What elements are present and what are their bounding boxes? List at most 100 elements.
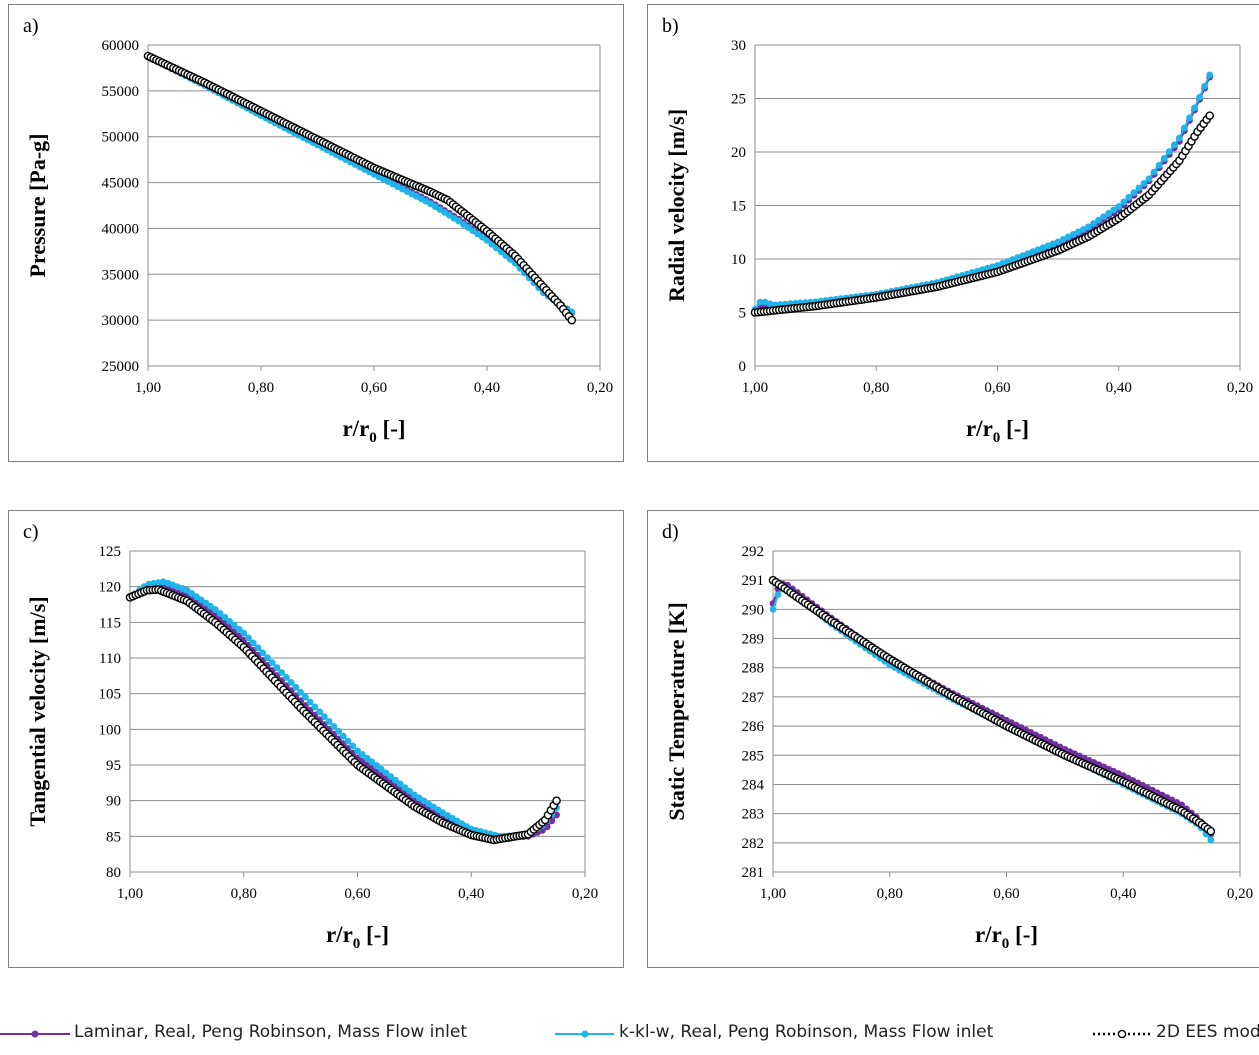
data-point [1196, 93, 1203, 101]
y-tick-label: 80 [106, 865, 121, 881]
x-axis-title: r/r0 [-] [342, 416, 405, 446]
data-point [311, 703, 319, 711]
x-tick-label: 0,60 [984, 380, 1010, 396]
x-tick-label: 1,00 [742, 380, 768, 396]
data-point [406, 787, 414, 795]
x-axis-title-main: r/r [326, 922, 353, 947]
data-point [1125, 193, 1133, 201]
data-point [774, 591, 782, 599]
data-point [264, 654, 271, 662]
series-line [147, 55, 573, 313]
y-tick-label: 85 [106, 829, 121, 845]
series-line [147, 55, 573, 321]
data-point [1186, 114, 1193, 122]
data-point [1090, 220, 1097, 227]
legend-marker-ees [1117, 1029, 1127, 1039]
data-point [287, 678, 295, 686]
x-tick-label: 0,40 [1110, 886, 1136, 902]
panel-label: c) [23, 521, 39, 543]
chart-svg: 281 282 283 284 285 286 287 288 289 290 291 292 1,00… [664, 544, 1253, 952]
x-axis-title-sub: 0 [369, 430, 377, 446]
data-point [320, 713, 328, 721]
data-point [1105, 209, 1113, 217]
data-point [358, 751, 366, 758]
data-point [1130, 189, 1138, 197]
data-point [339, 732, 347, 740]
data-point [396, 780, 404, 788]
data-point [1079, 225, 1087, 233]
x-tick-label: 0,80 [231, 886, 257, 902]
y-tick-label: 292 [742, 544, 765, 560]
y-tick-label: 287 [742, 690, 765, 706]
data-point [297, 688, 305, 696]
panel-label: b) [662, 15, 679, 37]
data-point [1150, 168, 1158, 176]
y-tick-label: 95 [106, 758, 121, 774]
x-tick-label: 0,40 [474, 380, 500, 396]
x-tick-label: 0,20 [587, 380, 613, 396]
data-point [230, 621, 238, 629]
x-axis-title-tail: [-] [377, 416, 406, 441]
data-point [259, 649, 267, 657]
data-point [216, 610, 224, 617]
data-point [1206, 71, 1214, 79]
data-point [756, 298, 764, 306]
y-tick-label: 25 [731, 92, 746, 108]
y-tick-label: 286 [742, 719, 765, 735]
x-axis-title-main: r/r [975, 922, 1002, 947]
x-axis-title-tail: [-] [1009, 922, 1038, 947]
x-tick-label: 0,40 [458, 886, 484, 902]
x-axis-title-sub: 0 [1002, 936, 1010, 952]
y-tick-label: 282 [742, 836, 765, 852]
y-tick-label: 120 [99, 580, 122, 596]
chart-panel-tangential-velocity: c) 80 85 90 95 100 105 110 115 120 125 1,00 0,80 0,6… [8, 510, 624, 968]
x-axis-title: r/r0 [-] [326, 922, 389, 952]
data-point [245, 634, 252, 642]
chart-panel-radial-velocity: b) 0 5 10 15 20 25 30 1,00 0,80 0,60 0,40 0,20 r/r0 … [647, 4, 1259, 462]
data-point [548, 817, 556, 825]
y-tick-label: 15 [731, 199, 746, 215]
series-line [754, 114, 1211, 314]
y-tick-label: 30000 [102, 313, 140, 329]
series-kklw [126, 578, 560, 840]
y-axis-title: Static Temperature [K] [664, 602, 689, 820]
data-point [1120, 198, 1128, 206]
x-tick-label: 0,40 [1106, 380, 1132, 396]
data-point [1205, 111, 1214, 120]
data-point [316, 708, 323, 716]
data-point [483, 236, 491, 244]
data-point [235, 625, 243, 633]
legend-marker-laminar [31, 1030, 39, 1038]
data-point [1206, 826, 1216, 836]
x-axis-title: r/r0 [-] [966, 416, 1029, 446]
data-point [1175, 134, 1183, 142]
chart-panel-static-temperature: d) 281 282 283 284 285 286 287 288 289 290 291 292 1… [647, 510, 1259, 968]
data-point [368, 758, 376, 766]
x-axis-title-sub: 0 [993, 430, 1001, 446]
y-tick-label: 115 [99, 615, 121, 631]
y-tick-label: 50000 [102, 130, 140, 146]
data-point [373, 762, 380, 769]
series-ees [143, 51, 577, 325]
y-tick-label: 5 [739, 306, 747, 322]
series-ees [768, 575, 1216, 836]
legend-marker-kklw [581, 1030, 589, 1038]
data-point [1201, 82, 1209, 90]
data-point [769, 605, 777, 613]
data-point [1207, 836, 1215, 844]
data-point [273, 664, 281, 671]
panel-label: a) [23, 15, 39, 37]
data-point [387, 773, 395, 780]
x-tick-label: 0,20 [572, 886, 598, 902]
data-point [292, 683, 300, 691]
x-tick-label: 0,60 [344, 886, 370, 902]
data-point [240, 629, 248, 637]
x-tick-label: 0,60 [361, 380, 387, 396]
data-point [1059, 235, 1067, 243]
x-axis-title-tail: [-] [1000, 416, 1029, 441]
y-tick-label: 25000 [102, 359, 140, 375]
y-tick-label: 288 [742, 661, 765, 677]
y-tick-label: 125 [99, 544, 122, 560]
x-axis-title-main: r/r [342, 416, 369, 441]
